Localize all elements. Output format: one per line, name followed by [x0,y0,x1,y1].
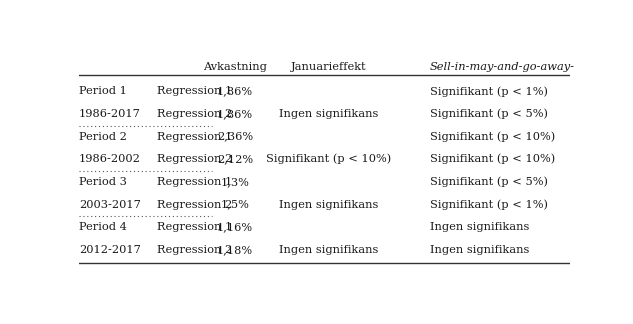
Text: 1,86%: 1,86% [217,86,253,96]
Text: Ingen signifikans: Ingen signifikans [430,222,529,232]
Text: Regression 2: Regression 2 [156,154,232,164]
Text: Signifikant (p < 10%): Signifikant (p < 10%) [266,154,391,165]
Text: Signifikant (p < 10%): Signifikant (p < 10%) [430,154,555,165]
Text: 1,86%: 1,86% [217,109,253,119]
Text: Period 1: Period 1 [79,86,127,96]
Text: Regression 1: Regression 1 [156,222,232,232]
Text: Regression 2: Regression 2 [156,109,232,119]
Text: Ingen signifikans: Ingen signifikans [279,200,378,210]
Text: Regression 2: Regression 2 [156,200,232,210]
Text: Signifikant (p < 1%): Signifikant (p < 1%) [430,86,548,97]
Text: 1,18%: 1,18% [217,245,253,255]
Text: 1986-2017: 1986-2017 [79,109,141,119]
Text: 1,3%: 1,3% [221,177,249,187]
Text: Signifikant (p < 5%): Signifikant (p < 5%) [430,177,548,187]
Text: Period 4: Period 4 [79,222,127,232]
Text: Sell-in-may-and-go-away-: Sell-in-may-and-go-away- [430,62,575,72]
Text: 2,36%: 2,36% [217,132,253,142]
Text: Ingen signifikans: Ingen signifikans [279,245,378,255]
Text: Avkastning: Avkastning [203,62,267,72]
Text: 1,16%: 1,16% [217,222,253,232]
Text: 2012-2017: 2012-2017 [79,245,141,255]
Text: 1986-2002: 1986-2002 [79,154,141,164]
Text: Signifikant (p < 1%): Signifikant (p < 1%) [430,199,548,210]
Text: Signifikant (p < 5%): Signifikant (p < 5%) [430,109,548,119]
Text: Regression 1: Regression 1 [156,132,232,142]
Text: Signifikant (p < 10%): Signifikant (p < 10%) [430,131,555,142]
Text: Period 3: Period 3 [79,177,127,187]
Text: Regression 1: Regression 1 [156,86,232,96]
Text: Period 2: Period 2 [79,132,127,142]
Text: Ingen signifikans: Ingen signifikans [430,245,529,255]
Text: 1,5%: 1,5% [221,200,249,210]
Text: Regression 2: Regression 2 [156,245,232,255]
Text: Ingen signifikans: Ingen signifikans [279,109,378,119]
Text: 2003-2017: 2003-2017 [79,200,141,210]
Text: Regression 1: Regression 1 [156,177,232,187]
Text: 2,12%: 2,12% [217,154,253,164]
Text: Januarieffekt: Januarieffekt [291,62,366,72]
